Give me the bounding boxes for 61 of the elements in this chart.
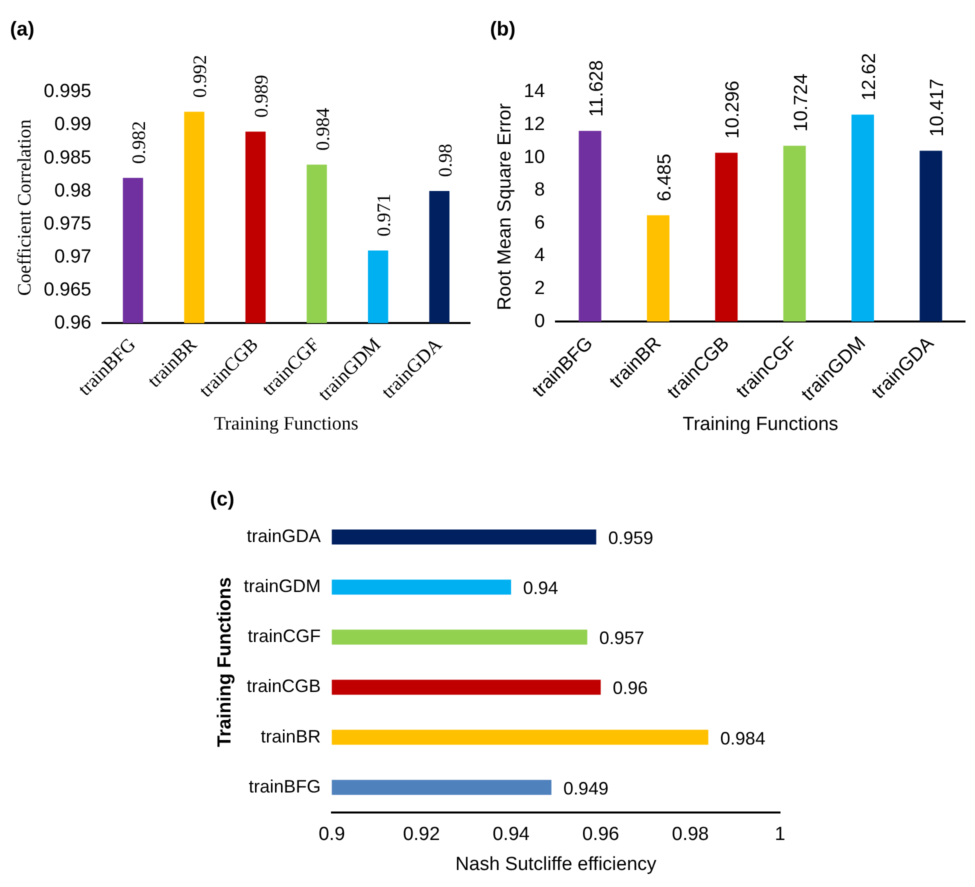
y-tick-label: 0: [534, 310, 545, 332]
data-label: 0.98: [435, 144, 456, 178]
chart-title: (a): [10, 18, 34, 41]
y-tick-label: trainGDM: [244, 576, 321, 596]
data-label: 0.984: [312, 107, 334, 151]
y-tick-label: 12: [524, 114, 545, 136]
y-tick-label: 0.975: [44, 213, 92, 234]
y-tick-label: trainBR: [260, 726, 321, 746]
data-label: 10.296: [722, 80, 744, 139]
y-axis-title: Root Mean Square Error: [494, 102, 516, 310]
data-label: 0.959: [608, 528, 654, 548]
y-tick-label: 0.99: [54, 114, 92, 136]
x-tick-label: 0.92: [402, 824, 440, 846]
x-tick-label: 0.9: [318, 824, 346, 846]
y-tick-label: 0.97: [54, 246, 92, 268]
y-tick-label: 0.985: [44, 147, 92, 168]
bar: [578, 130, 602, 322]
y-tick-label: trainGDA: [246, 526, 321, 546]
x-tick-label: 0.96: [582, 824, 620, 846]
bar: [715, 152, 738, 322]
y-tick-label: 14: [524, 81, 546, 102]
y-tick-label: 2: [534, 278, 545, 300]
y-tick-label: 0.96: [54, 312, 92, 334]
y-tick-label: 4: [534, 245, 546, 266]
y-tick-label: trainCGF: [248, 626, 321, 646]
data-label: 0.982: [128, 121, 150, 164]
x-tick-label: 0.98: [672, 824, 709, 846]
x-axis-title: Nash Sutcliffe efficiency: [455, 854, 657, 875]
y-tick-label: trainBFG: [248, 776, 321, 796]
data-label: 0.94: [523, 578, 558, 598]
bar: [920, 150, 942, 322]
data-label: 6.485: [654, 154, 676, 202]
data-label: 0.984: [720, 728, 766, 748]
y-tick-label: 0.98: [54, 180, 92, 202]
x-tick-label: 0.94: [492, 824, 530, 846]
chart-title: (c): [210, 488, 234, 511]
y-axis-title: Training Functions: [214, 577, 236, 748]
y-tick-label: trainCGB: [246, 676, 321, 696]
bar: [783, 146, 806, 322]
bar: [851, 114, 874, 322]
y-tick-label: 6: [534, 212, 545, 234]
y-tick-label: 8: [534, 180, 545, 201]
x-axis-title: Training Functions: [214, 414, 358, 435]
x-tick-label: 1: [774, 824, 786, 846]
data-label: 0.989: [252, 74, 273, 118]
data-label: 10.724: [790, 73, 812, 132]
data-label: 12.62: [858, 53, 880, 101]
bar: [646, 215, 670, 322]
y-tick-label: 0.995: [44, 81, 92, 102]
data-label: 0.949: [563, 778, 608, 798]
y-axis-title: Coefficient Correlation: [14, 118, 36, 296]
y-tick-label: 10: [524, 146, 545, 168]
data-label: 10.417: [927, 78, 948, 137]
chart-title: (b): [490, 18, 516, 41]
data-label: 0.992: [190, 55, 212, 98]
y-tick-label: 0.965: [44, 279, 92, 300]
data-label: 0.957: [599, 628, 644, 648]
x-axis-title: Training Functions: [682, 414, 838, 435]
data-label: 11.628: [586, 60, 608, 117]
data-label: 0.96: [612, 678, 648, 698]
data-label: 0.971: [374, 194, 396, 236]
